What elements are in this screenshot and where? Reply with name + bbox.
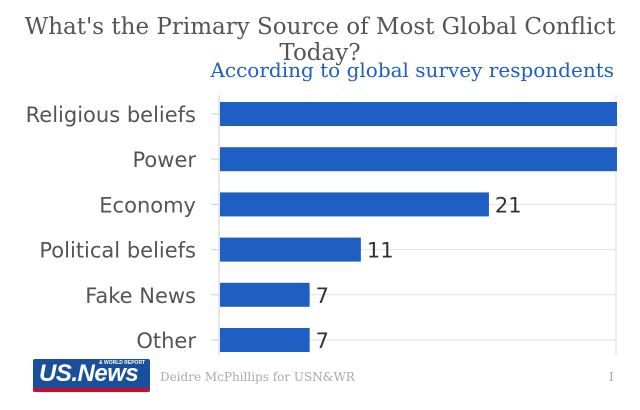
value-label: 11 [367, 239, 394, 263]
value-label: 21 [495, 193, 522, 217]
category-label: Other [136, 329, 196, 353]
source-credit: Deidre McPhillips for USN&WR [160, 370, 355, 384]
logo-small-text: & WORLD REPORT [99, 360, 146, 366]
page-marker: I [609, 370, 614, 384]
logo-stripe [33, 388, 150, 392]
logo-text: US.News [39, 360, 139, 387]
chart-subtitle: According to global survey respondents [210, 58, 614, 82]
category-label: Economy [99, 193, 196, 217]
bar [220, 102, 617, 126]
usnews-logo: US.News & WORLD REPORT [33, 359, 150, 392]
bar [220, 282, 310, 307]
category-label: Political beliefs [39, 239, 196, 263]
bar [220, 328, 310, 352]
value-label: 7 [316, 329, 329, 353]
value-label: 7 [316, 284, 329, 308]
category-label: Power [133, 148, 197, 172]
bar [220, 237, 361, 262]
bar [220, 147, 617, 172]
bar [220, 192, 489, 217]
category-label: Religious beliefs [26, 103, 196, 127]
category-label: Fake News [85, 284, 196, 308]
chart-title: What's the Primary Source of Most Global… [24, 14, 616, 66]
